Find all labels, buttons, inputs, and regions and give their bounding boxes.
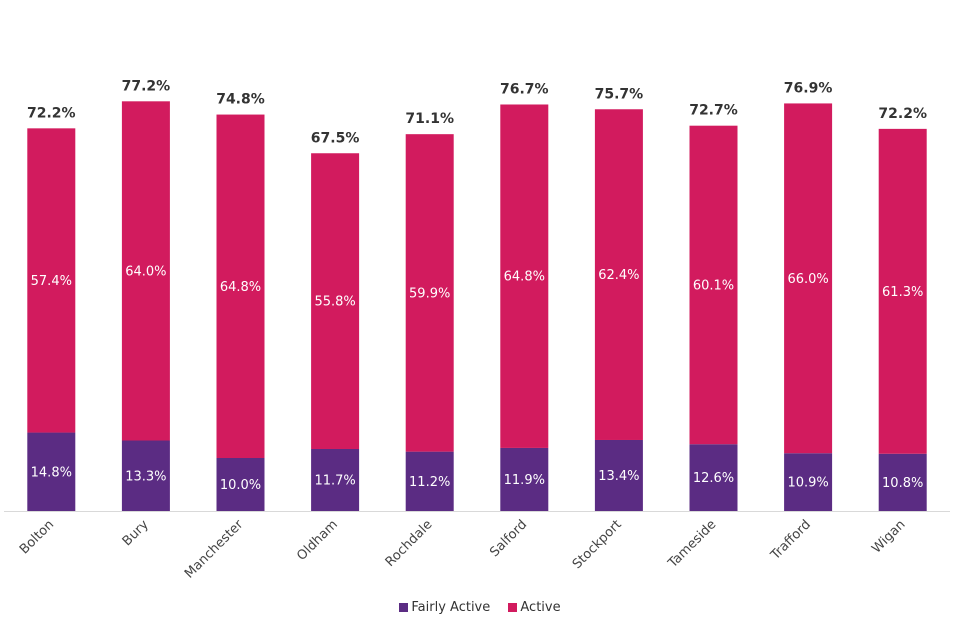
bar-active — [878, 128, 927, 454]
total-label: 72.2% — [27, 105, 76, 121]
bar-fairly-active — [27, 432, 76, 511]
data-label-fairly-active: 12.6% — [693, 471, 734, 486]
legend: Fairly Active Active — [0, 600, 960, 616]
data-label-active: 60.1% — [693, 278, 734, 293]
bar-active — [500, 104, 549, 448]
data-label-active: 61.3% — [882, 285, 923, 300]
total-label: 72.2% — [878, 106, 927, 122]
data-label-fairly-active: 11.9% — [504, 473, 545, 488]
x-tick-label: Manchester — [182, 517, 247, 582]
x-tick-label: Rochdale — [383, 517, 436, 570]
bar-fairly-active — [216, 458, 265, 511]
x-tick-label: Bury — [120, 517, 152, 549]
total-label: 77.2% — [122, 78, 171, 94]
bar-fairly-active — [784, 453, 833, 511]
legend-swatch-fairly-active — [399, 603, 409, 612]
bar-fairly-active — [500, 447, 549, 511]
data-label-fairly-active: 13.3% — [125, 469, 166, 484]
data-label-active: 64.0% — [125, 264, 166, 279]
data-label-active: 59.9% — [409, 286, 450, 301]
bar-active — [27, 128, 76, 433]
legend-label: Fairly Active — [411, 600, 491, 615]
bar-active — [311, 153, 360, 449]
data-label-fairly-active: 10.9% — [787, 476, 828, 491]
x-tick-label: Salford — [487, 517, 530, 560]
legend-item-active: Active — [508, 600, 561, 615]
stacked-bar-chart: 14.8% 57.4% 72.2% Bolton 13.3% 64.0% 77.2% Bury… — [4, 78, 950, 582]
total-label: 71.1% — [405, 111, 454, 127]
data-label-active: 55.8% — [314, 295, 355, 310]
data-label-fairly-active: 10.8% — [882, 476, 923, 491]
data-label-fairly-active: 13.4% — [598, 469, 639, 484]
total-label: 75.7% — [595, 86, 644, 102]
total-label: 76.7% — [500, 81, 549, 97]
x-tick-label: Tameside — [665, 517, 719, 571]
data-label-fairly-active: 10.0% — [220, 478, 261, 493]
legend-item-fairly-active: Fairly Active — [399, 600, 490, 615]
x-tick-label: Oldham — [294, 517, 341, 564]
bar-active — [216, 114, 265, 458]
total-label: 76.9% — [784, 80, 833, 96]
x-tick-label: Wigan — [869, 517, 908, 556]
bar-fairly-active — [689, 444, 738, 511]
bar-active — [405, 134, 454, 452]
bars-group — [27, 101, 927, 511]
bar-fairly-active — [594, 439, 643, 511]
total-label: 72.7% — [689, 103, 738, 119]
data-label-active: 64.8% — [504, 270, 545, 285]
bar-active — [689, 125, 738, 445]
bar-fairly-active — [878, 453, 927, 511]
data-label-fairly-active: 11.2% — [409, 475, 450, 490]
bar-fairly-active — [405, 451, 454, 511]
data-label-active: 57.4% — [31, 274, 72, 289]
bar-fairly-active — [311, 448, 360, 511]
legend-swatch-active — [508, 603, 518, 612]
data-label-fairly-active: 11.7% — [314, 473, 355, 488]
total-label: 74.8% — [216, 92, 265, 108]
bar-fairly-active — [121, 440, 170, 511]
data-label-active: 62.4% — [598, 268, 639, 283]
x-tick-label: Bolton — [17, 517, 57, 557]
data-label-fairly-active: 14.8% — [31, 465, 72, 480]
x-tick-label: Trafford — [768, 517, 814, 563]
bar-active — [121, 101, 170, 441]
bar-active — [594, 109, 643, 440]
bar-active — [784, 103, 833, 454]
legend-label: Active — [520, 600, 561, 615]
x-tick-label: Stockport — [570, 517, 625, 572]
data-label-active: 64.8% — [220, 280, 261, 295]
data-label-active: 66.0% — [787, 272, 828, 287]
total-label: 67.5% — [311, 130, 360, 146]
